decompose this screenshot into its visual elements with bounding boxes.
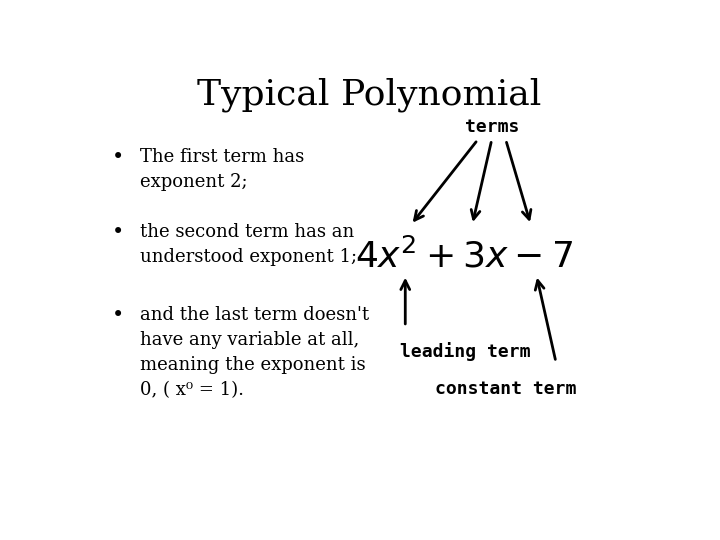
Text: terms: terms xyxy=(464,118,519,136)
Text: leading term: leading term xyxy=(400,342,530,361)
Text: Typical Polynomial: Typical Polynomial xyxy=(197,77,541,112)
Text: and the last term doesn't
have any variable at all,
meaning the exponent is
0, (: and the last term doesn't have any varia… xyxy=(140,306,369,399)
Text: the second term has an
understood exponent 1;: the second term has an understood expone… xyxy=(140,223,357,266)
Text: $4x^2 + 3x - 7$: $4x^2 + 3x - 7$ xyxy=(355,238,573,274)
Text: •: • xyxy=(112,148,125,167)
Text: constant term: constant term xyxy=(435,380,577,398)
Text: The first term has
exponent 2;: The first term has exponent 2; xyxy=(140,148,305,191)
Text: •: • xyxy=(112,223,125,242)
Text: •: • xyxy=(112,306,125,325)
